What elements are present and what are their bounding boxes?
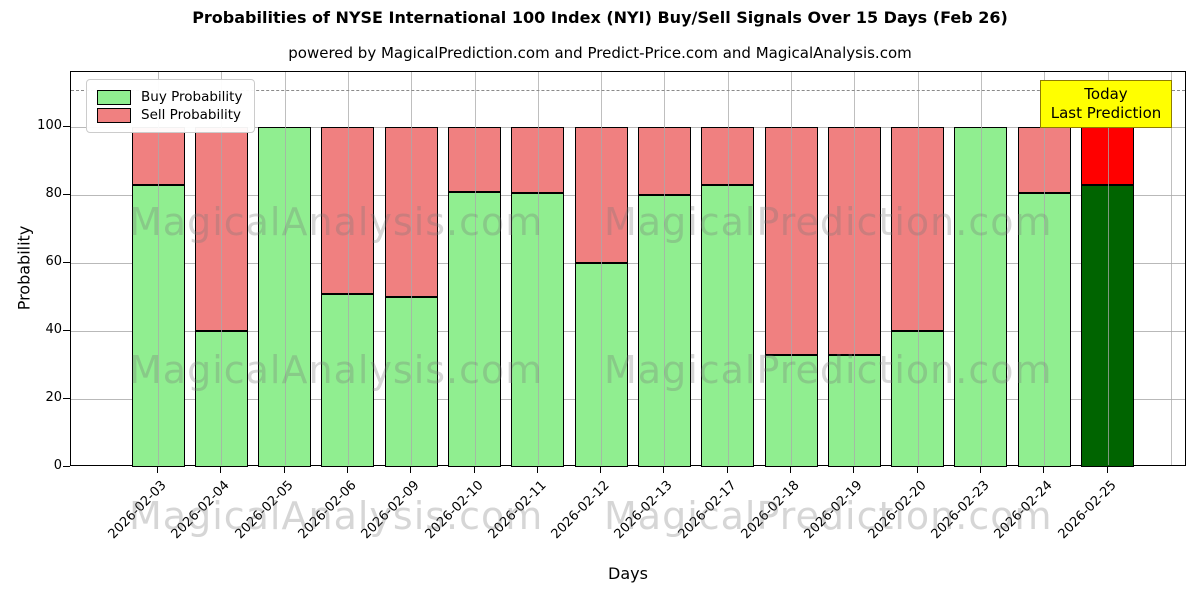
gridline-y-60 [71, 263, 1185, 265]
legend: Buy Probability Sell Probability [86, 79, 256, 133]
buy-swatch-icon [97, 89, 131, 105]
watermark-left-row2: MagicalAnalysis.com [129, 348, 544, 392]
ytick-mark-60 [63, 262, 70, 264]
gridline-x-12 [917, 72, 919, 465]
xtick-mark-2026-02-06 [346, 466, 348, 473]
xtick-mark-2026-02-20 [916, 466, 918, 473]
watermark-left-row3: MagicalAnalysis.com [129, 494, 544, 538]
gridline-x-4 [411, 72, 413, 465]
watermark-left-row1: MagicalAnalysis.com [129, 200, 544, 244]
gridline-y-20 [71, 399, 1185, 400]
xtick-mark-2026-02-17 [726, 466, 728, 473]
gridline-x-0 [158, 72, 159, 465]
watermark-right-row3: MagicalPrediction.com [604, 494, 1053, 538]
sell-swatch-icon [97, 107, 131, 123]
xtick-mark-2026-02-12 [600, 466, 602, 473]
gridline-y-40 [71, 331, 1185, 333]
xtick-mark-2026-02-11 [536, 466, 538, 473]
xtick-mark-2026-02-03 [157, 466, 158, 473]
gridline-x-13 [980, 72, 982, 465]
ytick-mark-100 [63, 126, 70, 128]
dashed-threshold-line [71, 89, 1185, 91]
xtick-mark-2026-02-09 [410, 466, 412, 473]
ytick-mark-0 [63, 466, 70, 467]
gridline-x-3 [347, 72, 349, 465]
x-axis-label: Days [608, 564, 648, 583]
gridline-x-6 [537, 72, 539, 465]
xtick-mark-2026-02-24 [1043, 466, 1045, 473]
ytick-label-60: 60 [45, 254, 62, 270]
gridline-x-2 [284, 72, 286, 465]
watermark-right-row1: MagicalPrediction.com [604, 200, 1053, 244]
xtick-mark-2026-02-18 [790, 466, 791, 473]
gridline-y-80 [71, 195, 1185, 197]
xtick-mark-2026-02-25 [1106, 466, 1108, 473]
xtick-mark-2026-02-13 [663, 466, 665, 473]
xtick-mark-2026-02-23 [979, 466, 981, 473]
ytick-label-100: 100 [37, 118, 62, 134]
gridline-x-14 [1044, 72, 1046, 465]
gridline-x-5 [474, 72, 476, 465]
ytick-mark-80 [63, 194, 70, 196]
ytick-label-40: 40 [45, 322, 62, 338]
ytick-mark-20 [63, 398, 70, 399]
gridline-x-10 [791, 72, 792, 465]
legend-item-buy: Buy Probability [97, 89, 242, 105]
gridline-x-15 [1107, 72, 1109, 465]
gridline-x-11 [854, 72, 856, 465]
ytick-label-20: 20 [45, 390, 62, 405]
gridline-x-7 [601, 72, 603, 465]
ytick-label-0: 0 [53, 458, 62, 473]
legend-label-sell: Sell Probability [141, 107, 242, 123]
legend-item-sell: Sell Probability [97, 107, 242, 123]
ytick-mark-40 [63, 330, 70, 332]
gridline-x-1 [221, 72, 223, 465]
last-prediction-label: Last Prediction [1050, 104, 1162, 122]
gridline-x-16 [1170, 72, 1172, 465]
gridline-x-8 [664, 72, 666, 465]
gridline-x-9 [727, 72, 729, 465]
watermark-right-row2: MagicalPrediction.com [604, 348, 1053, 392]
xtick-mark-2026-02-19 [853, 466, 855, 473]
chart-title: Probabilities of NYSE International 100 … [192, 8, 1008, 27]
xtick-mark-2026-02-10 [473, 466, 475, 473]
plot-area: MagicalAnalysis.com MagicalPrediction.com… [70, 71, 1186, 538]
xtick-mark-2026-02-05 [283, 466, 285, 473]
ytick-label-80: 80 [45, 186, 62, 202]
xtick-mark-2026-02-04 [220, 466, 222, 473]
today-label: Today [1084, 85, 1128, 103]
chart-subtitle: powered by MagicalPrediction.com and Pre… [288, 44, 912, 62]
gridline-y-100 [71, 127, 1185, 129]
today-last-prediction-callout: Today Last Prediction [1040, 80, 1172, 128]
legend-label-buy: Buy Probability [141, 89, 243, 105]
